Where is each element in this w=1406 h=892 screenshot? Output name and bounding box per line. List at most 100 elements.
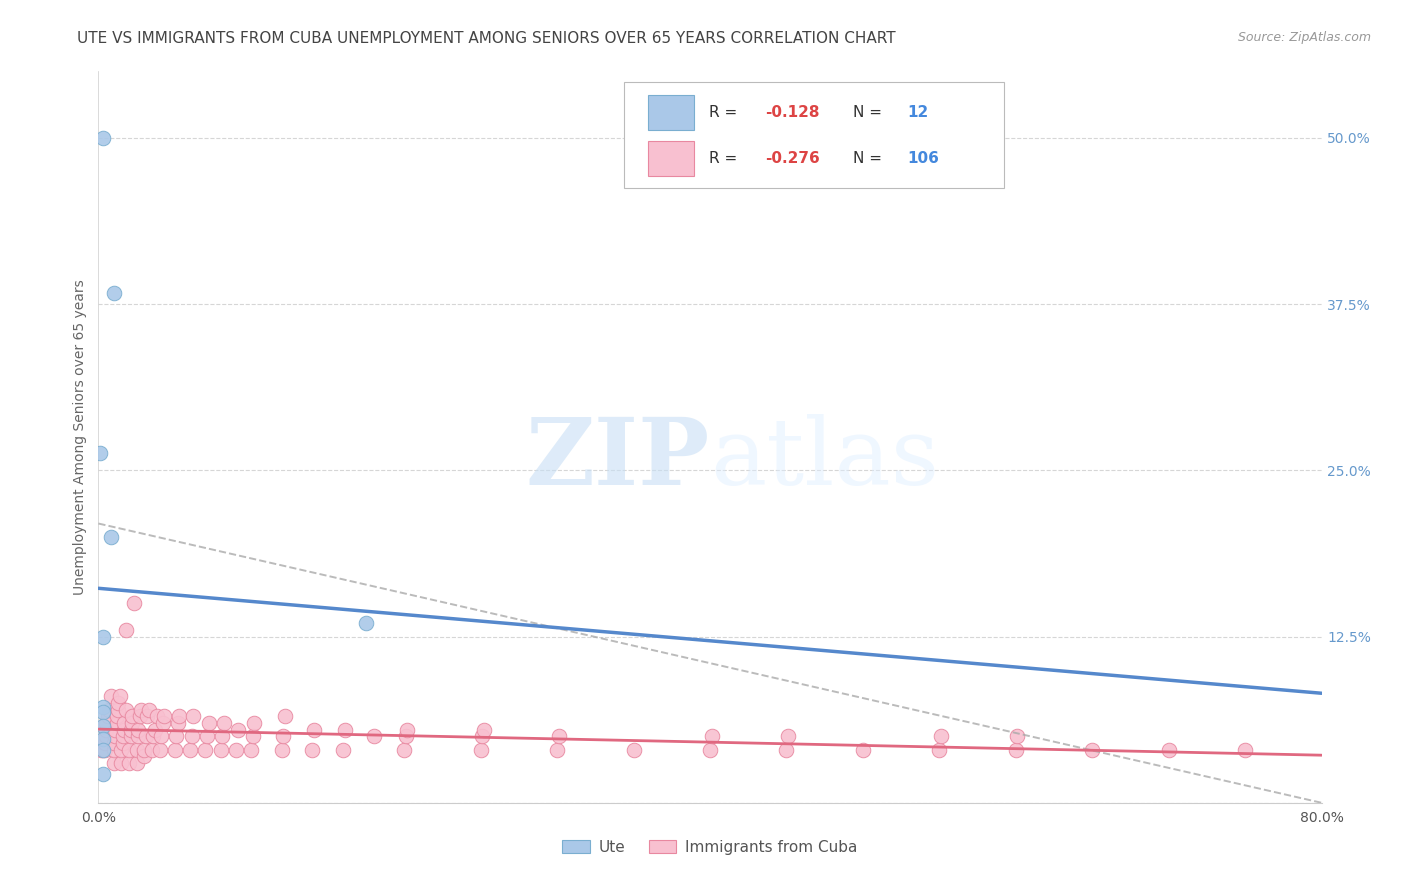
Point [107, 703, 129, 717]
Point [181, 709, 204, 723]
Point [142, 729, 165, 743]
Point [180, 729, 202, 743]
Point [145, 709, 167, 723]
Point [333, 723, 356, 737]
Point [138, 703, 160, 717]
Point [243, 716, 266, 731]
Point [121, 709, 143, 723]
Point [136, 709, 159, 723]
Text: -0.276: -0.276 [765, 151, 820, 166]
Text: R =: R = [709, 151, 742, 166]
Point [274, 709, 297, 723]
Point [775, 742, 797, 756]
Point [118, 756, 141, 770]
Bar [648, 95, 695, 130]
Point [91, 731, 114, 746]
Point [91, 630, 114, 644]
Point [91, 706, 114, 720]
Text: ZIP: ZIP [526, 414, 710, 504]
Point [165, 729, 187, 743]
Text: 106: 106 [907, 151, 939, 166]
Point [169, 709, 191, 723]
Point [395, 729, 418, 743]
Point [150, 729, 173, 743]
Point [179, 742, 201, 756]
Point [472, 723, 495, 737]
Point [103, 742, 125, 756]
Point [98, 703, 121, 717]
Point [127, 729, 149, 743]
Point [1007, 729, 1029, 743]
Point [129, 703, 152, 717]
Point [212, 716, 235, 731]
Point [301, 742, 323, 756]
Point [110, 742, 132, 756]
Legend: Ute, Immigrants from Cuba: Ute, Immigrants from Cuba [557, 834, 863, 861]
Point [396, 723, 419, 737]
Point [110, 756, 132, 770]
Point [128, 709, 150, 723]
Point [699, 742, 721, 756]
Point [197, 716, 219, 731]
Point [89, 446, 111, 460]
Point [91, 766, 114, 780]
Point [1234, 742, 1257, 756]
Point [195, 729, 218, 743]
Point [112, 716, 135, 731]
Point [852, 742, 875, 756]
Point [91, 131, 114, 145]
Point [354, 616, 377, 631]
Point [332, 742, 354, 756]
Point [141, 742, 163, 756]
Point [163, 742, 186, 756]
Point [209, 742, 232, 756]
Point [134, 749, 156, 764]
Point [103, 736, 125, 750]
Point [115, 623, 138, 637]
Point [125, 742, 148, 756]
Point [929, 729, 952, 743]
Point [125, 756, 148, 770]
Text: atlas: atlas [710, 414, 939, 504]
Point [134, 742, 156, 756]
Point [90, 742, 112, 756]
Point [115, 703, 138, 717]
Text: R =: R = [709, 105, 742, 120]
FancyBboxPatch shape [624, 82, 1004, 188]
Point [135, 729, 157, 743]
Point [700, 729, 723, 743]
Point [127, 723, 149, 737]
Point [111, 729, 134, 743]
Point [1081, 742, 1104, 756]
Text: N =: N = [853, 105, 887, 120]
Point [776, 729, 799, 743]
Point [120, 723, 142, 737]
Point [105, 716, 128, 731]
Point [242, 729, 264, 743]
Point [104, 723, 127, 737]
Point [270, 742, 292, 756]
Point [273, 729, 295, 743]
Text: UTE VS IMMIGRANTS FROM CUBA UNEMPLOYMENT AMONG SENIORS OVER 65 YEARS CORRELATION: UTE VS IMMIGRANTS FROM CUBA UNEMPLOYMENT… [77, 31, 896, 46]
Point [928, 742, 950, 756]
Point [167, 716, 190, 731]
Point [149, 742, 172, 756]
Point [103, 286, 125, 301]
Point [302, 723, 325, 737]
Text: 12: 12 [907, 105, 928, 120]
Point [97, 709, 120, 723]
Point [100, 530, 122, 544]
Text: Source: ZipAtlas.com: Source: ZipAtlas.com [1237, 31, 1371, 45]
Point [122, 596, 145, 610]
Y-axis label: Unemployment Among Seniors over 65 years: Unemployment Among Seniors over 65 years [73, 279, 87, 595]
Point [547, 729, 569, 743]
Point [94, 716, 117, 731]
Point [107, 696, 129, 710]
Point [94, 723, 117, 737]
Point [93, 742, 115, 756]
Point [153, 709, 176, 723]
Point [623, 742, 645, 756]
Point [91, 742, 114, 756]
Point [94, 729, 117, 743]
Bar [648, 141, 695, 176]
